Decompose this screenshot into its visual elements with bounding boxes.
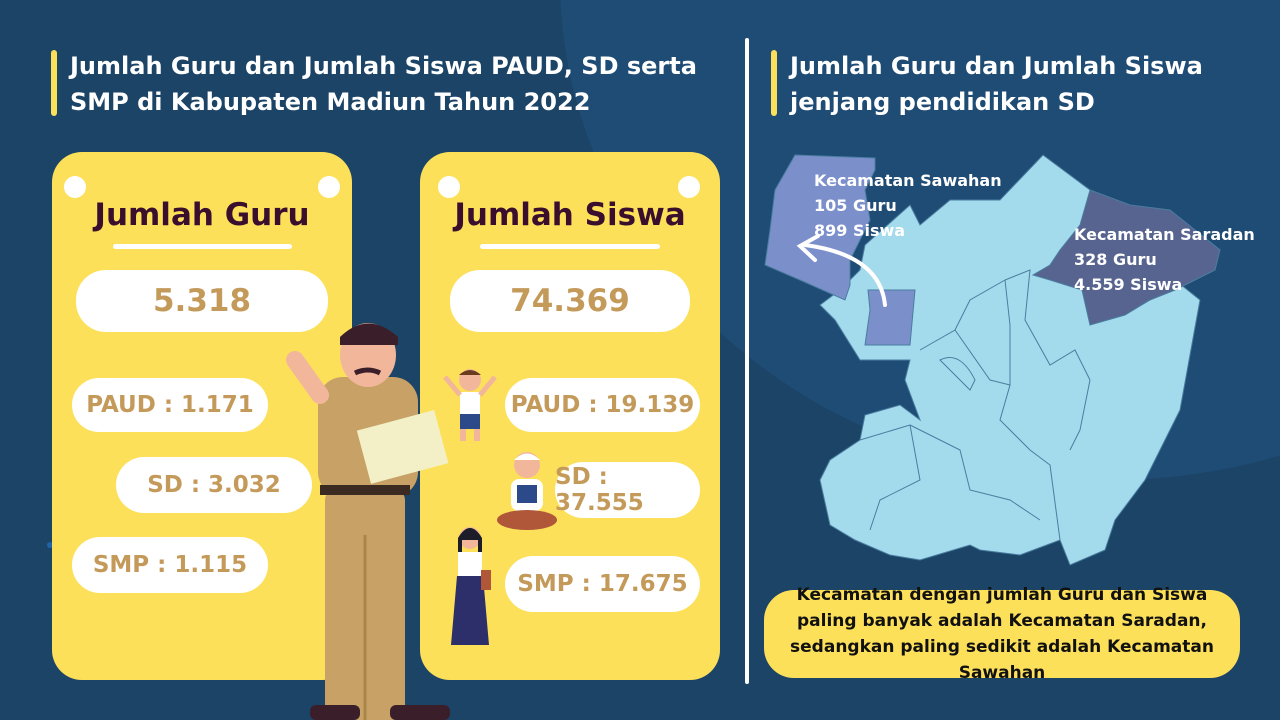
student-smp-illustration (451, 527, 491, 645)
siswa-heading: Jumlah Siswa (454, 197, 686, 233)
divider (745, 38, 749, 684)
siswa-paud: PAUD : 19.139 (505, 378, 700, 432)
right-title: Jumlah Guru dan Jumlah Siswa jenjang pen… (790, 52, 1203, 116)
map-region-sawahan (764, 154, 916, 346)
saradan-guru: 328 Guru (1074, 250, 1157, 269)
saradan-label: Kecamatan Saradan 328 Guru 4.559 Siswa (1074, 222, 1255, 297)
card-hole (318, 176, 340, 198)
guru-paud: PAUD : 1.171 (72, 378, 268, 432)
saradan-name: Kecamatan Saradan (1074, 225, 1255, 244)
sawahan-name: Kecamatan Sawahan (814, 171, 1002, 190)
siswa-total: 74.369 (450, 270, 690, 332)
student-paud-illustration (443, 369, 497, 441)
map-region-saradan (1031, 189, 1221, 326)
heading-underline (113, 244, 292, 249)
card-hole (438, 176, 460, 198)
siswa-sd: SD : 37.555 (555, 462, 700, 518)
siswa-card: Jumlah Siswa 74.369 PAUD : 19.139 SD : 3… (420, 152, 720, 680)
guru-heading: Jumlah Guru (94, 197, 310, 233)
card-hole (678, 176, 700, 198)
heading-underline (480, 244, 660, 249)
conclusion-text: Kecamatan dengan jumlah Guru dan Siswa p… (790, 585, 1214, 683)
title-accent-bar (771, 50, 777, 116)
siswa-smp: SMP : 17.675 (505, 556, 700, 612)
sawahan-label: Kecamatan Sawahan 105 Guru 899 Siswa (814, 168, 1002, 243)
student-sd-illustration (497, 452, 557, 530)
guru-total: 5.318 (76, 270, 328, 332)
saradan-siswa: 4.559 Siswa (1074, 275, 1183, 294)
left-title: Jumlah Guru dan Jumlah Siswa PAUD, SD se… (70, 52, 697, 116)
conclusion-note: Kecamatan dengan jumlah Guru dan Siswa p… (764, 585, 1240, 683)
guru-card: Jumlah Guru 5.318 PAUD : 1.171 SD : 3.03… (52, 152, 352, 680)
sawahan-guru: 105 Guru (814, 196, 897, 215)
kabupaten-madiun-map (764, 154, 1221, 566)
arrow-icon (803, 243, 887, 307)
teacher-illustration (286, 323, 450, 720)
guru-sd: SD : 3.032 (116, 457, 312, 513)
card-hole (64, 176, 86, 198)
guru-smp: SMP : 1.115 (72, 537, 268, 593)
title-accent-bar (51, 50, 57, 116)
sawahan-siswa: 899 Siswa (814, 221, 906, 240)
